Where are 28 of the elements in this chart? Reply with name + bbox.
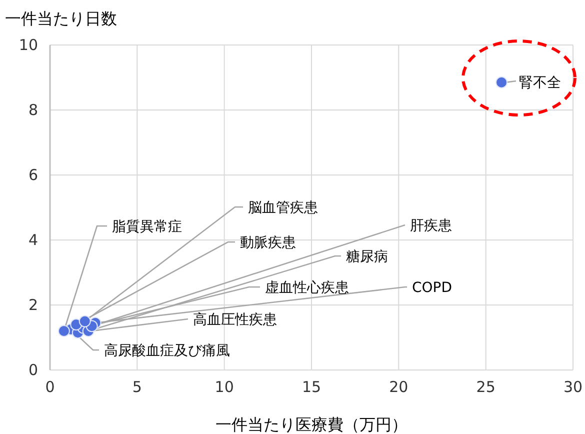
y-tick-label: 6: [28, 166, 38, 184]
x-tick-label: 15: [302, 378, 322, 396]
y-axis-title: 一件当たり日数: [5, 9, 117, 28]
point: [58, 325, 70, 337]
text: 動脈疾患: [240, 235, 296, 251]
x-tick-label: 5: [132, 378, 142, 396]
y-tick-label: 8: [28, 101, 38, 119]
x-tick-label: 30: [563, 378, 583, 396]
text: 脂質異常症: [112, 219, 182, 235]
x-tick-label: 10: [214, 378, 234, 396]
y-tick-label: 0: [28, 361, 38, 379]
x-tick-label: 20: [389, 378, 408, 396]
point: [78, 315, 91, 328]
x-axis-title: 一件当たり医療費（万円）: [216, 415, 408, 434]
x-tick-label: 0: [45, 378, 55, 396]
point: [496, 76, 508, 88]
text: 高尿酸血症及び痛風: [104, 343, 230, 359]
text: 脳血管疾患: [248, 200, 318, 216]
text: COPD: [412, 280, 452, 296]
text: 糖尿病: [346, 249, 388, 265]
y-tick-label: 2: [28, 296, 38, 314]
text: 高血圧性疾患: [193, 312, 277, 328]
text: 肝疾患: [410, 218, 452, 234]
x-tick-label: 25: [476, 378, 496, 396]
y-tick-label: 10: [18, 36, 38, 54]
text: 虚血性心疾患: [265, 280, 349, 296]
series-label: 腎不全: [519, 75, 561, 91]
y-tick-label: 4: [28, 231, 38, 249]
